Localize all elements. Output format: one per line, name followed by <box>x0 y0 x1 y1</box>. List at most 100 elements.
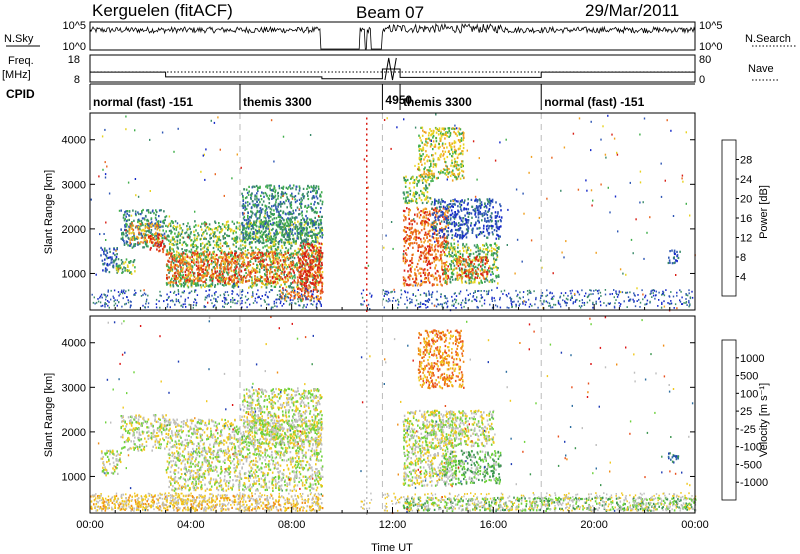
range-gate-cell <box>182 251 184 254</box>
range-gate-cell <box>314 259 317 263</box>
range-gate-cell <box>432 228 435 231</box>
range-gate-cell <box>427 277 430 280</box>
range-gate-cell <box>257 248 259 251</box>
range-gate-cell <box>311 236 313 240</box>
range-gate-cell <box>249 231 252 234</box>
range-gate-cell <box>160 244 162 247</box>
range-gate-cell <box>238 268 240 271</box>
range-gate-cell <box>308 270 311 273</box>
range-gate-cell <box>212 256 214 259</box>
range-gate-cell <box>408 208 410 211</box>
range-gate-cell <box>233 229 236 232</box>
range-gate-cell <box>478 233 481 236</box>
range-gate-cell <box>231 263 233 266</box>
range-gate-cell <box>246 253 248 256</box>
range-gate-cell <box>416 222 418 225</box>
range-gate-cell <box>407 247 409 250</box>
range-gate-cell <box>311 282 314 285</box>
range-gate-cell <box>217 258 219 261</box>
range-gate-cell <box>176 242 179 246</box>
range-gate-cell <box>268 219 270 222</box>
range-gate-cell <box>221 272 224 275</box>
range-gate-cell <box>294 250 297 253</box>
range-gate-cell <box>462 134 465 137</box>
range-gate-cell <box>283 243 286 247</box>
range-gate-cell <box>276 231 278 234</box>
range-gate-cell <box>236 221 238 224</box>
range-gate-cell <box>424 268 426 271</box>
range-gate-cell <box>425 140 427 143</box>
range-gate-cell <box>247 193 250 196</box>
range-gate-cell <box>247 204 249 207</box>
range-gate-cell <box>420 174 422 177</box>
range-gate-cell <box>281 229 284 232</box>
range-gate-cell <box>180 283 182 286</box>
range-gate-cell <box>226 253 228 256</box>
range-gate-cell <box>236 284 238 287</box>
range-gate-cell <box>429 266 432 269</box>
range-gate-cell <box>274 238 276 241</box>
range-gate-cell <box>283 271 285 274</box>
range-gate-cell <box>310 297 313 300</box>
range-gate-cell <box>273 251 276 254</box>
range-gate-cell <box>254 185 256 188</box>
range-gate-cell <box>427 171 430 174</box>
range-gate-cell <box>271 255 274 259</box>
range-gate-cell <box>310 265 312 268</box>
range-gate-cell <box>428 159 431 162</box>
range-gate-cell <box>126 264 129 267</box>
range-gate-cell <box>260 263 262 266</box>
range-gate-cell <box>454 228 457 231</box>
range-gate-cell <box>313 189 316 192</box>
range-gate-cell <box>484 202 486 205</box>
range-gate-cell <box>184 281 187 285</box>
range-gate-cell <box>495 201 497 204</box>
range-gate-cell <box>196 258 198 261</box>
range-gate-cell <box>447 215 450 218</box>
range-gate-cell <box>437 237 439 240</box>
range-gate-cell <box>194 220 196 223</box>
range-gate-cell <box>440 130 442 133</box>
range-gate-cell <box>305 270 308 273</box>
range-gate-cell <box>254 268 256 271</box>
range-gate-cell <box>275 257 277 260</box>
range-gate-cell <box>212 261 215 264</box>
range-gate-cell <box>463 201 465 204</box>
range-gate-cell <box>302 192 304 196</box>
range-gate-cell <box>235 231 237 234</box>
range-gate-cell <box>500 220 502 223</box>
range-gate-cell <box>177 231 180 234</box>
range-gate-cell <box>272 262 275 265</box>
count-tick-right-low: 10^0 <box>699 41 723 53</box>
range-gate-cell <box>451 159 453 162</box>
range-gate-cell <box>272 223 275 226</box>
range-gate-cell <box>172 285 175 288</box>
range-gate-cell <box>278 225 281 228</box>
range-gate-cell <box>252 249 255 252</box>
range-gate-cell <box>318 271 321 274</box>
range-gate-cell <box>267 250 269 253</box>
range-gate-cell <box>245 280 247 283</box>
range-gate-cell <box>282 267 284 270</box>
range-gate-cell <box>412 231 415 234</box>
range-gate-cell <box>404 241 407 244</box>
range-gate-cell <box>233 279 235 282</box>
range-gate-cell <box>454 150 457 153</box>
range-gate-cell <box>149 231 152 234</box>
range-gate-cell <box>427 217 429 220</box>
range-gate-cell <box>207 249 209 252</box>
range-gate-cell <box>315 206 317 210</box>
range-gate-cell <box>124 225 126 228</box>
range-gate-cell <box>434 201 436 204</box>
range-gate-cell <box>218 264 221 267</box>
range-gate-cell <box>422 193 425 196</box>
range-gate-cell <box>101 259 104 262</box>
range-gate-cell <box>263 283 266 287</box>
range-gate-cell <box>280 253 283 256</box>
range-gate-cell <box>259 260 261 263</box>
range-gate-cell <box>320 207 322 210</box>
range-gate-cell <box>410 177 412 180</box>
range-gate-cell <box>189 228 191 231</box>
range-gate-cell <box>447 233 449 237</box>
range-gate-cell <box>420 240 423 243</box>
